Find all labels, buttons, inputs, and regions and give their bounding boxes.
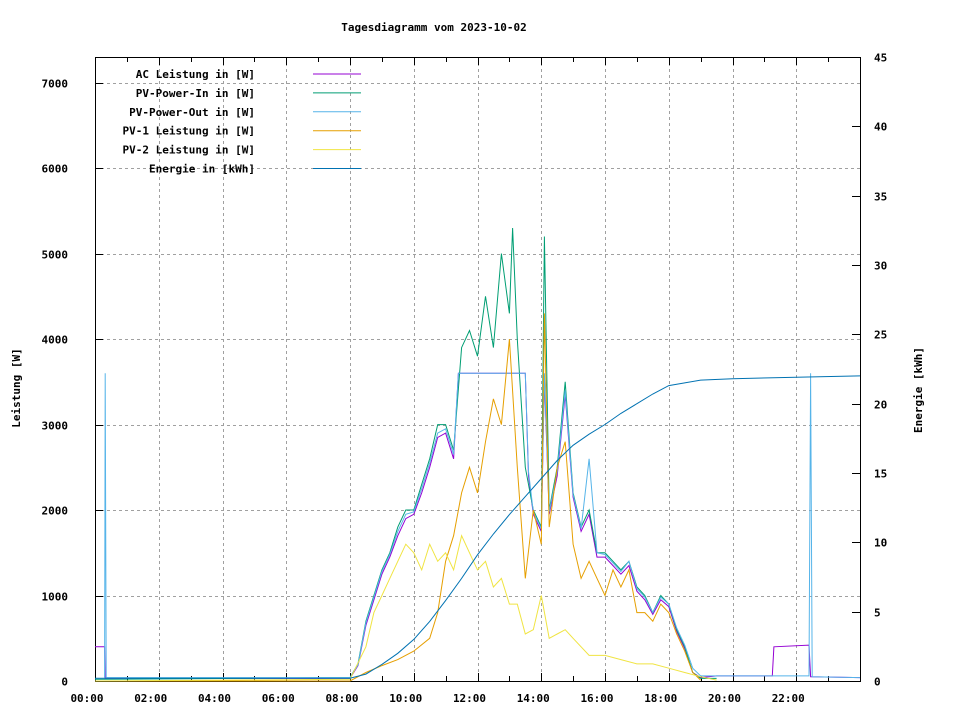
x-tick-label: 04:00 (198, 692, 231, 705)
y-tick-label: 5000 (42, 249, 69, 262)
series-line-3 (95, 313, 701, 682)
x-tick-label: 02:00 (134, 692, 167, 705)
y-tick-label: 2000 (42, 505, 69, 518)
legend-label: PV-Power-Out in [W] (129, 106, 255, 119)
legend-label: PV-Power-In in [W] (136, 87, 255, 100)
y2-tick-label: 0 (874, 676, 881, 689)
series-lines (94, 227, 861, 682)
y-axis-label: Leistung [W] (10, 348, 23, 427)
x-tick-label: 12:00 (453, 692, 486, 705)
y2-tick-label: 35 (874, 191, 887, 204)
x-tick-label: 06:00 (262, 692, 295, 705)
series-line-4 (94, 534, 717, 682)
y2-tick-label: 40 (874, 121, 887, 134)
y2-tick-label: 10 (874, 537, 887, 550)
chart-title: Tagesdiagramm vom 2023-10-02 (341, 21, 526, 34)
y2-tick-label: 20 (874, 399, 887, 412)
x-tick-label: 20:00 (708, 692, 741, 705)
x-tick-label: 14:00 (517, 692, 550, 705)
y-tick-label: 7000 (42, 78, 69, 91)
y-tick-label: 6000 (42, 163, 69, 176)
y-tick-label: 1000 (42, 591, 69, 604)
x-tick-label: 16:00 (580, 692, 613, 705)
y2-tick-label: 30 (874, 260, 887, 273)
plot-border (95, 57, 861, 682)
series-line-1 (94, 227, 717, 680)
x-tick-label: 10:00 (389, 692, 422, 705)
x-tick-label: 18:00 (644, 692, 677, 705)
legend-label: AC Leistung in [W] (136, 68, 255, 81)
series-line-2 (104, 372, 861, 679)
y2-tick-label: 45 (874, 52, 887, 65)
grid (95, 57, 860, 681)
x-tick-label: 08:00 (325, 692, 358, 705)
x-tick-label: 00:00 (70, 692, 103, 705)
legend-label: PV-1 Leistung in [W] (123, 125, 255, 138)
y-tick-label: 0 (61, 676, 68, 689)
x-tick-label: 22:00 (772, 692, 805, 705)
y-tick-label: 4000 (42, 334, 69, 347)
y2-tick-label: 25 (874, 329, 887, 342)
y2-tick-label: 5 (874, 607, 881, 620)
series-line-5 (95, 375, 861, 679)
legend-label: PV-2 Leistung in [W] (123, 144, 255, 157)
y2-tick-label: 15 (874, 468, 887, 481)
legend: AC Leistung in [W] PV-Power-In in [W] PV-P… (123, 68, 361, 176)
y-tick-label: 3000 (42, 420, 69, 433)
legend-label: Energie in [kWh] (149, 163, 255, 176)
series-line-0 (95, 372, 861, 679)
y2-axis-label: Energie [kWh] (912, 347, 925, 433)
axes: 0 1000 2000 3000 4000 5000 6000 7000 0 5 10 15 20 25 3… (42, 52, 888, 706)
